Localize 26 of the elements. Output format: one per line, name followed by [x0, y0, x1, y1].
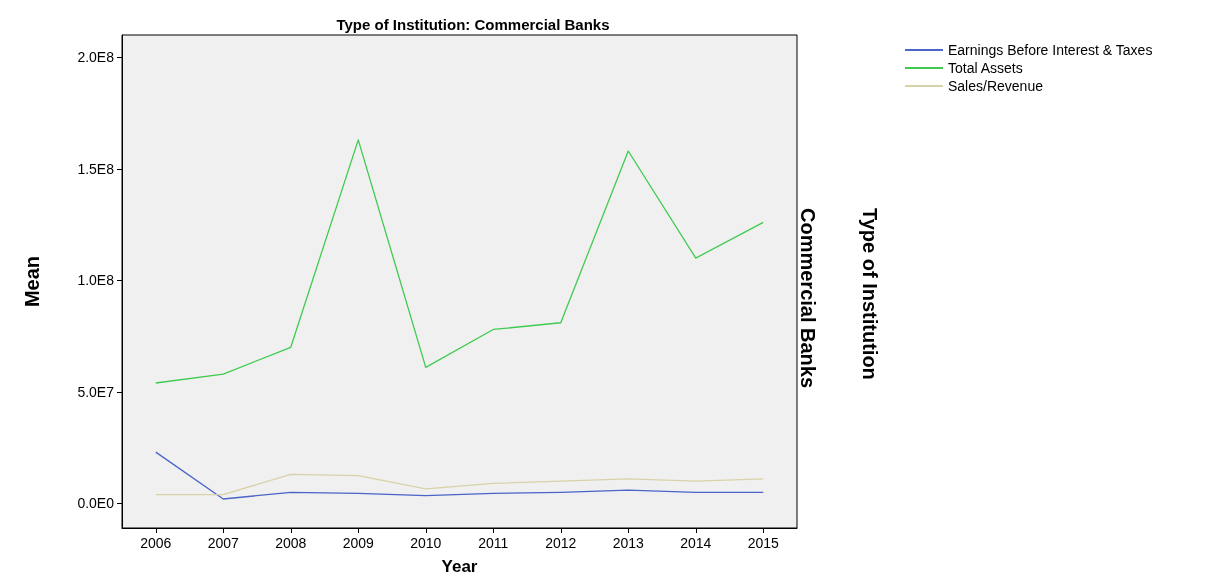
legend-label: Sales/Revenue — [948, 78, 1044, 94]
x-tick-label: 2008 — [275, 535, 307, 551]
y-tick-label: 5.0E7 — [77, 383, 115, 400]
line-series — [155, 451, 764, 500]
x-tick-label: 2009 — [342, 535, 375, 551]
y-tick-label: 1.0E8 — [77, 272, 115, 289]
x-tick-label: 2011 — [478, 535, 509, 551]
y-tick-label: 1.5E8 — [77, 160, 115, 177]
x-tick-label: 2010 — [410, 535, 442, 551]
x-tick-label: 2007 — [207, 535, 240, 551]
text: Type of Institution — [859, 208, 881, 380]
annotation: Commercial Banks — [797, 208, 819, 389]
y-tick-label: 0.0E0 — [77, 495, 115, 512]
x-tick-label: 2012 — [545, 535, 577, 551]
line-series — [155, 473, 764, 496]
y-tick-label: 2.0E8 — [77, 49, 115, 66]
legend-label: Earnings Before Interest & Taxes — [948, 42, 1153, 58]
legend-label: Total Assets — [948, 60, 1023, 76]
line-series — [155, 139, 764, 384]
x-tick-label: 2006 — [140, 535, 172, 551]
y-axis-title: Mean — [21, 255, 43, 308]
chart-title: Type of Institution: Commercial Banks — [336, 16, 610, 33]
x-tick-label: 2013 — [612, 535, 645, 551]
x-tick-label: 2014 — [680, 535, 712, 551]
x-axis-title: Year — [441, 557, 478, 576]
x-tick-label: 2015 — [747, 535, 780, 551]
